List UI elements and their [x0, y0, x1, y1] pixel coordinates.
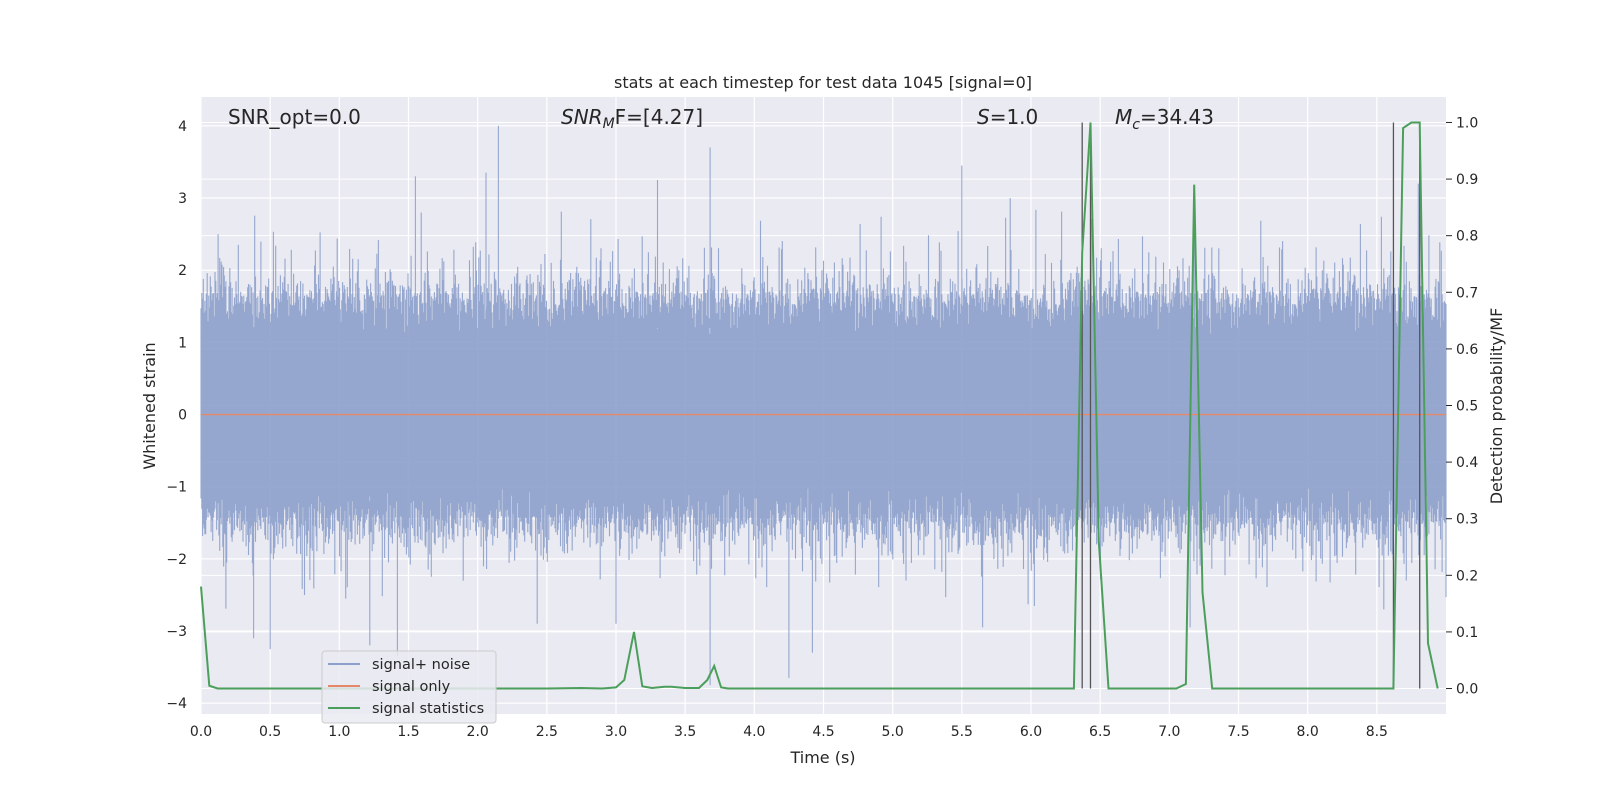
y-right-axis-label: Detection probability/MF — [1487, 308, 1506, 505]
x-tick-14: 7.0 — [1158, 724, 1180, 740]
legend-box — [321, 650, 497, 724]
y-right-tick-1: 0.9 — [1456, 172, 1478, 188]
signal-statistics-line — [200, 121, 1439, 690]
y-right-tick-7: 0.3 — [1456, 512, 1478, 528]
x-tick-10: 5.0 — [882, 724, 904, 740]
x-tick-17: 8.5 — [1366, 724, 1388, 740]
x-tick-12: 6.0 — [1020, 724, 1042, 740]
x-tick-8: 4.0 — [743, 724, 765, 740]
y-tick-7: −3 — [166, 624, 187, 640]
legend-label-signal-only: signal only — [372, 679, 451, 695]
y-right-tick-5: 0.5 — [1456, 399, 1478, 415]
x-tick-13: 6.5 — [1089, 724, 1111, 740]
x-tick-5: 2.5 — [536, 724, 558, 740]
y-axis-label: Whitened strain — [140, 342, 159, 469]
y-right-tick-4: 0.6 — [1456, 342, 1478, 358]
y-tick-6: −2 — [166, 552, 187, 568]
y-tick-labels: 4 3 2 1 0 −1 −2 −3 −4 — [166, 119, 187, 712]
y-tick-1: 3 — [178, 191, 187, 207]
annotation-snr-mf: SNRMF=[4.27] — [561, 105, 703, 132]
y-tick-4: 0 — [178, 408, 187, 424]
legend-label-signal-noise: signal+ noise — [372, 657, 470, 673]
y-tick-0: 4 — [178, 119, 187, 135]
x-tick-9: 4.5 — [812, 724, 834, 740]
y-right-tick-6: 0.4 — [1456, 455, 1478, 471]
y-right-tick-2: 0.8 — [1456, 229, 1478, 245]
annotation-s: S=1.0 — [977, 105, 1038, 129]
x-tick-1: 0.5 — [259, 724, 281, 740]
x-axis-label: Time (s) — [789, 748, 855, 767]
y-right-tick-labels: 1.0 0.9 0.8 0.7 0.6 0.5 0.4 0.3 0.2 0.1 0.0 — [1446, 115, 1478, 698]
y-tick-2: 2 — [178, 263, 187, 279]
annotation-snr-opt: SNR_opt=0.0 — [228, 105, 361, 129]
y-tick-5: −1 — [166, 480, 187, 496]
x-tick-6: 3.0 — [605, 724, 627, 740]
signal-noise-series — [200, 125, 1447, 686]
annotation-mc: Mc=34.43 — [1115, 105, 1214, 133]
y-right-tick-8: 0.2 — [1456, 568, 1478, 584]
x-tick-3: 1.5 — [397, 724, 419, 740]
x-tick-labels: 0.0 0.5 1.0 1.5 2.0 2.5 3.0 3.5 4.0 4.5 5.0 5.5 6.0 6… — [190, 724, 1388, 740]
y-tick-3: 1 — [178, 335, 187, 351]
y-right-tick-0: 1.0 — [1456, 115, 1478, 131]
x-tick-7: 3.5 — [674, 724, 696, 740]
y-right-tick-3: 0.7 — [1456, 285, 1478, 301]
x-tick-11: 5.5 — [951, 724, 973, 740]
x-tick-0: 0.0 — [190, 724, 212, 740]
x-tick-15: 7.5 — [1227, 724, 1249, 740]
legend: signal+ noise signal only signal statist… — [321, 650, 497, 724]
chart-title: stats at each timestep for test data 104… — [614, 73, 1032, 92]
x-tick-4: 2.0 — [467, 724, 489, 740]
legend-label-signal-statistics: signal statistics — [372, 701, 484, 717]
x-tick-16: 8.0 — [1297, 724, 1319, 740]
vertical-markers — [1081, 122, 1421, 689]
x-tick-2: 1.0 — [328, 724, 350, 740]
y-tick-8: −4 — [166, 696, 187, 712]
y-right-tick-10: 0.0 — [1456, 682, 1478, 698]
y-right-tick-9: 0.1 — [1456, 625, 1478, 641]
signal-noise-path — [200, 125, 1447, 686]
